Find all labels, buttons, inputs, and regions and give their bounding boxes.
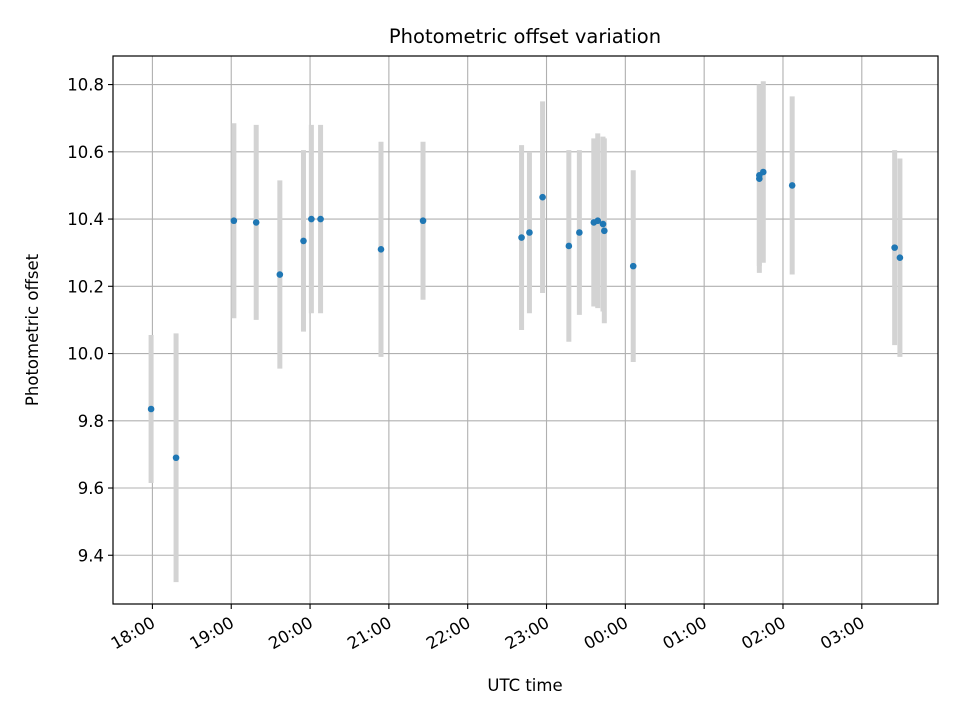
data-point	[576, 229, 583, 236]
data-point	[759, 168, 767, 176]
data-point	[601, 227, 608, 235]
x-axis-title: UTC time	[487, 676, 562, 695]
y-tick-label: 10.0	[67, 345, 104, 364]
plot-frame	[112, 55, 939, 605]
data-point	[317, 215, 324, 223]
x-tick-label: 02:00	[738, 613, 789, 653]
x-tick-label: 03:00	[817, 613, 868, 653]
data-point	[230, 217, 238, 225]
data-point	[377, 246, 385, 253]
data-point	[526, 229, 533, 236]
y-tick-label: 10.6	[67, 143, 104, 162]
data-point	[252, 219, 260, 226]
data-point	[518, 234, 525, 241]
data-points	[147, 168, 904, 462]
data-point	[172, 454, 180, 462]
data-point	[300, 237, 307, 245]
chart-title: Photometric offset variation	[389, 25, 661, 48]
x-tick-label: 23:00	[502, 613, 553, 653]
y-tick-label: 9.4	[78, 546, 104, 565]
y-axis-title: Photometric offset	[23, 253, 42, 406]
x-tick-label: 21:00	[344, 613, 395, 653]
data-point	[891, 244, 898, 251]
x-tick-label: 19:00	[187, 613, 238, 653]
y-tick-label: 10.2	[67, 277, 104, 296]
grid	[113, 56, 938, 604]
x-tick-label: 01:00	[659, 613, 710, 653]
x-tick-label: 00:00	[581, 613, 632, 653]
x-tick-label: 22:00	[423, 613, 474, 653]
x-tick-label: 20:00	[265, 613, 316, 653]
data-point	[599, 220, 607, 228]
y-tick-label: 10.8	[67, 76, 104, 95]
error-bars	[148, 81, 903, 583]
data-point	[565, 242, 573, 250]
x-axis: 18:00 19:00 20:00 21:00 22:00 23:00 00:00 01:00…	[108, 604, 868, 653]
data-point	[896, 254, 904, 262]
data-point	[308, 215, 315, 223]
data-point	[594, 217, 602, 225]
y-tick-label: 9.8	[78, 412, 104, 431]
data-point	[629, 262, 637, 270]
data-point	[147, 405, 155, 413]
data-point	[419, 217, 427, 225]
data-point	[788, 182, 796, 189]
x-tick-label: 18:00	[108, 613, 159, 653]
y-tick-label: 10.4	[67, 210, 104, 229]
data-point	[276, 271, 284, 278]
data-point	[539, 193, 546, 201]
y-tick-label: 9.6	[78, 479, 104, 498]
y-axis: 9.4 9.6 9.8 10.0 10.2 10.4 10.6 10.8	[67, 76, 113, 565]
